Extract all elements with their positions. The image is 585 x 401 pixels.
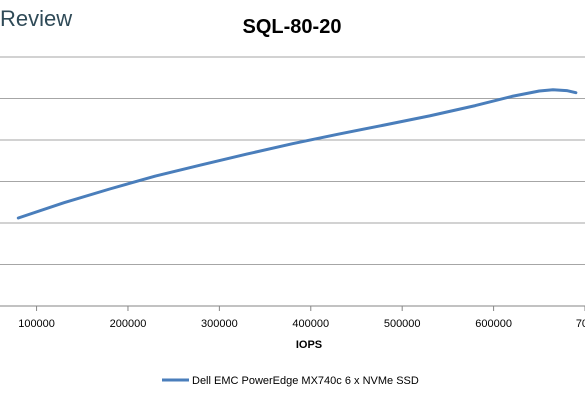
brand-logo-text: Review: [0, 6, 72, 31]
series-group: [16, 88, 578, 220]
x-tick-labels: 100000 200000 300000 400000 500000 600000 700: [18, 306, 585, 330]
gridlines: [0, 56, 585, 265]
x-tick-label: 300000: [201, 318, 238, 330]
series-line: [16, 88, 578, 220]
x-tick-label: 600000: [475, 318, 512, 330]
x-tick-label: 100000: [18, 318, 55, 330]
x-tick-label: 400000: [292, 318, 329, 330]
x-tick-label: 700: [576, 318, 585, 330]
x-axis-label: IOPS: [296, 339, 322, 351]
x-tick-label: 200000: [110, 318, 147, 330]
chart-title: SQL-80-20: [243, 16, 342, 38]
x-tick-label: 500000: [384, 318, 421, 330]
legend: Dell EMC PowerEdge MX740c 6 x NVMe SSD: [162, 375, 419, 387]
legend-label: Dell EMC PowerEdge MX740c 6 x NVMe SSD: [192, 375, 419, 387]
